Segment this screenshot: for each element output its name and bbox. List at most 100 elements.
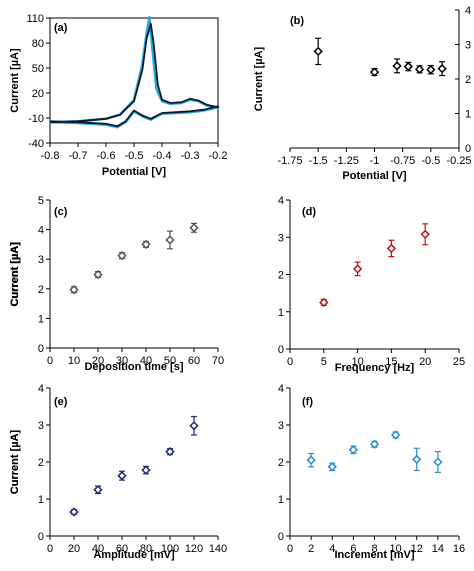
x-tick-label: 0 xyxy=(287,356,293,368)
data-point xyxy=(403,61,413,72)
x-tick-label: 6 xyxy=(350,543,356,555)
x-tick-label: 40 xyxy=(140,355,152,367)
data-point xyxy=(433,457,443,467)
panel-5: 0 20 40 60 80 100 120 140 0 1 2 3 4 Amplitude [mV] Cur… xyxy=(9,383,227,561)
y-axis-title: Current [µA] xyxy=(253,46,265,111)
x-tick-label: -0.25 xyxy=(446,155,471,167)
y-tick-label: 1 xyxy=(38,313,44,325)
data-point xyxy=(117,250,127,261)
x-tick-label: -0.4 xyxy=(153,150,172,162)
y-tick-label: 1 xyxy=(278,307,284,319)
y-tick-label: -40 xyxy=(28,138,44,150)
y-tick-label: 3 xyxy=(278,420,284,432)
x-tick-label: 40 xyxy=(92,543,104,555)
y-tick-label: 4 xyxy=(38,383,44,395)
y-tick-label: 2 xyxy=(278,270,284,282)
x-tick-label: 0 xyxy=(287,543,293,555)
x-tick-label: 50 xyxy=(164,355,176,367)
y-tick-label: 2 xyxy=(278,457,284,469)
y-tick-label: 4 xyxy=(465,5,471,17)
x-tick-label: 0 xyxy=(47,543,53,555)
data-point xyxy=(437,63,447,74)
panel-label: (a) xyxy=(54,22,68,34)
y-tick-label: 2 xyxy=(465,74,471,86)
x-tick-label: -1.5 xyxy=(309,155,328,167)
y-axis-title: Current [µA] xyxy=(9,242,21,307)
y-tick-label: 1 xyxy=(278,494,284,506)
x-tick-label: 10 xyxy=(351,356,363,368)
data-point xyxy=(93,485,103,495)
panel-label: (b) xyxy=(290,15,304,27)
data-point xyxy=(348,445,359,455)
y-tick-label: 4 xyxy=(278,383,284,395)
x-tick-label: 10 xyxy=(390,543,402,555)
x-tick-label: 25 xyxy=(453,356,465,368)
y-tick-label: 5 xyxy=(38,195,44,207)
panel-label: (e) xyxy=(54,396,68,408)
x-tick-label: -0.7 xyxy=(69,150,88,162)
x-tick-label: 60 xyxy=(116,543,128,555)
panel-label: (c) xyxy=(54,206,68,218)
x-tick-label: 4 xyxy=(329,543,335,555)
x-axis-title: Potential [V] xyxy=(102,166,167,178)
y-tick-label: 0 xyxy=(38,343,44,355)
panel-label: (f) xyxy=(302,396,313,408)
panel-label: (d) xyxy=(302,206,316,218)
x-tick-label: 20 xyxy=(419,356,431,368)
x-axis-title: Deposition time [s] xyxy=(84,361,183,373)
series-line-2 xyxy=(49,22,219,128)
y-axis-title: Current [µA] xyxy=(9,241,21,306)
x-tick-label: 0 xyxy=(47,355,53,367)
y-axis-title: Current [µA] xyxy=(9,48,21,113)
data-point xyxy=(386,243,397,254)
data-point xyxy=(117,471,127,481)
y-tick-label: 110 xyxy=(26,13,44,25)
data-point xyxy=(69,507,79,517)
y-tick-label: 2 xyxy=(38,284,44,296)
plot-frame xyxy=(49,17,219,144)
data-point xyxy=(426,65,436,75)
y-tick-label: 20 xyxy=(32,88,44,100)
y-axis-title: Current [µA] xyxy=(9,429,21,494)
x-tick-label: -1.25 xyxy=(334,155,359,167)
data-point xyxy=(412,454,422,465)
y-tick-label: 50 xyxy=(32,63,44,75)
data-point xyxy=(165,446,175,457)
y-tick-label: -10 xyxy=(28,113,44,125)
x-axis-title: Frequency [Hz] xyxy=(335,362,415,374)
x-tick-label: -0.6 xyxy=(97,150,116,162)
x-tick-label: 10 xyxy=(68,355,80,367)
x-axis-title: Potential [V] xyxy=(342,170,407,182)
y-tick-label: 0 xyxy=(278,531,284,543)
data-point xyxy=(420,229,430,239)
x-axis-title: Amplitude [mV] xyxy=(93,549,175,561)
y-tick-label: 2 xyxy=(38,457,44,469)
y-tick-label: 0 xyxy=(465,143,471,155)
y-tick-label: 1 xyxy=(465,109,471,121)
panel-1: -0.8 -0.7 -0.6 -0.5 -0.4 -0.3 -0.2 -40 -10 20 50 80… xyxy=(9,13,227,178)
data-point xyxy=(165,235,175,245)
x-tick-label: 60 xyxy=(188,355,200,367)
y-tick-label: 0 xyxy=(278,344,284,356)
x-tick-label: -0.8 xyxy=(41,150,60,162)
x-tick-label: 20 xyxy=(92,355,104,367)
x-tick-label: 80 xyxy=(140,543,152,555)
x-tick-label: -0.3 xyxy=(181,150,200,162)
x-tick-label: -1 xyxy=(370,155,380,167)
x-tick-label: -1.75 xyxy=(277,155,302,167)
y-tick-label: 1 xyxy=(38,494,44,506)
x-tick-label: 30 xyxy=(116,355,128,367)
y-tick-label: 3 xyxy=(38,420,44,432)
data-point xyxy=(414,64,425,75)
x-tick-label: 2 xyxy=(308,543,314,555)
y-tick-label: 80 xyxy=(32,38,44,50)
data-point xyxy=(189,223,199,233)
x-tick-label: 100 xyxy=(161,543,179,555)
x-tick-label: -0.75 xyxy=(390,155,415,167)
panel-3: 0 10 20 30 40 50 60 70 0 1 2 3 4 5 Deposition time [s]… xyxy=(9,195,224,373)
data-point xyxy=(189,421,199,431)
y-tick-label: 0 xyxy=(38,531,44,543)
